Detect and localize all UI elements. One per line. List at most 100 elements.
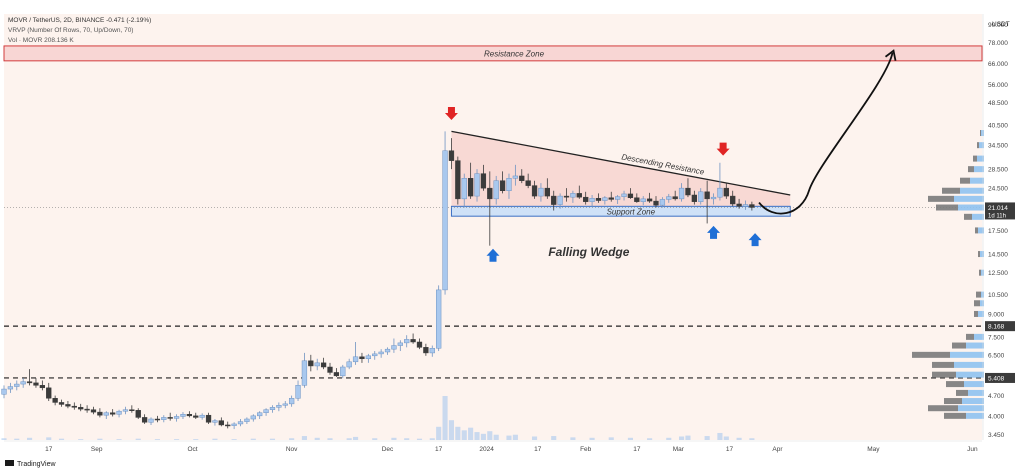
candle (333, 368, 340, 377)
volume-bar (135, 438, 141, 440)
candle-body (525, 180, 531, 186)
volume-profile-down-bar (978, 251, 980, 258)
x-tick-label: Sep (91, 446, 103, 453)
candle-body (71, 405, 77, 408)
candle-body (180, 414, 186, 417)
candle-body (621, 193, 627, 197)
candle (730, 190, 736, 207)
candle (646, 192, 653, 203)
candle (608, 191, 614, 202)
volume-profile-down-bar (975, 227, 978, 234)
candle (148, 417, 154, 425)
price-label: 5.408 (985, 372, 1015, 383)
price-label: 8.168 (985, 321, 1015, 332)
volume-bar (436, 426, 442, 440)
volume-bar (468, 427, 474, 440)
volume-profile-down-bar (956, 389, 968, 396)
candle-body (391, 345, 397, 350)
volume-bar (97, 438, 103, 440)
candle-body (685, 187, 691, 196)
candle (698, 188, 704, 205)
candle (487, 171, 493, 246)
candle (557, 193, 563, 209)
projection-curve (758, 52, 894, 215)
candle (7, 382, 14, 393)
candle (551, 190, 557, 211)
volume-profile-down-bar (979, 269, 981, 276)
candle (678, 183, 685, 202)
y-tick-label: 34.500 (988, 143, 1008, 150)
candle-body (218, 420, 224, 426)
candle-body (467, 178, 474, 197)
volume-profile-down-bar (960, 177, 970, 184)
volume-bar (250, 438, 256, 440)
candle (563, 188, 570, 202)
volume-profile-down-bar (973, 155, 977, 162)
candle-body (193, 415, 199, 418)
candle (295, 380, 301, 402)
price-label-bg (985, 202, 1015, 220)
candle-body (531, 185, 538, 197)
volume-profile-up-bar (962, 398, 984, 405)
candle (263, 408, 269, 416)
y-tick-label: 66.000 (988, 61, 1008, 68)
x-tick-label: Mar (673, 446, 685, 453)
volume-profile-down-bar (952, 342, 966, 349)
candle-body (103, 412, 109, 416)
candle (378, 349, 384, 358)
volume-bar (193, 439, 199, 440)
volume-profile-down-bar (912, 351, 950, 358)
candle-body (506, 178, 512, 191)
plot-area[interactable] (4, 14, 982, 440)
currency-label: USDT (992, 21, 1010, 28)
volume-profile-up-bar (981, 269, 984, 276)
candle-body (212, 420, 218, 423)
y-tick-label: 48.500 (988, 100, 1008, 107)
candle (58, 399, 65, 407)
candle-body (154, 418, 161, 421)
volume-bar (78, 439, 84, 440)
volume-bar (14, 438, 20, 440)
candle-body (173, 416, 180, 419)
candle (397, 340, 403, 352)
candle (391, 338, 397, 353)
candle (384, 347, 391, 355)
candle (480, 164, 487, 191)
candle-body (666, 196, 672, 200)
candle (352, 341, 359, 365)
y-tick-label: 6.500 (988, 352, 1005, 359)
volume-profile-up-bar (966, 342, 984, 349)
volume-bar (455, 426, 461, 440)
candle (122, 406, 129, 415)
volume-profile-down-bar (932, 361, 954, 368)
price-label-countdown: 1d 11h (988, 213, 1006, 219)
candle-body (653, 200, 659, 206)
x-tick-label: May (867, 446, 880, 453)
volume-bar (46, 437, 52, 440)
candle-body (205, 414, 212, 423)
candle-body (576, 193, 582, 198)
x-tick-label: 17 (45, 446, 53, 453)
candle (154, 415, 161, 423)
volume-profile-down-bar (928, 405, 958, 412)
candle-body (519, 175, 525, 181)
candle (410, 333, 416, 344)
candle (212, 419, 218, 426)
candle-body (46, 387, 52, 399)
candle-body (717, 187, 723, 198)
y-tick-label: 56.000 (988, 82, 1008, 89)
candle (65, 401, 71, 409)
x-tick-label: Jun (967, 446, 978, 453)
candle (723, 183, 729, 199)
candle (659, 197, 666, 208)
candle (423, 343, 429, 356)
candle-body (493, 180, 499, 200)
volume-bar (570, 437, 576, 440)
candle (97, 408, 103, 418)
candle-body (595, 198, 602, 201)
price-label-value: 8.168 (988, 324, 1005, 331)
candle-body (359, 356, 365, 360)
tradingview-logo-icon (5, 460, 14, 466)
candle-body (244, 418, 250, 422)
